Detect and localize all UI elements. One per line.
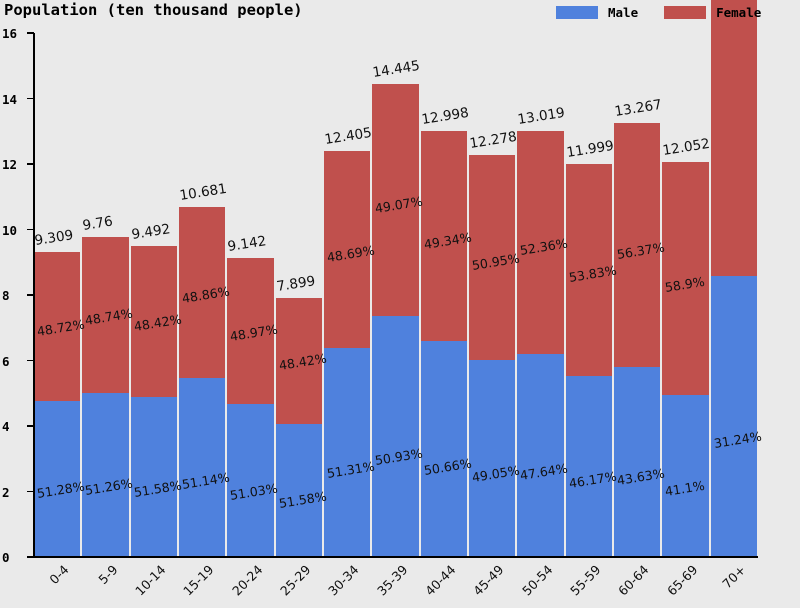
bar-group-40-44[interactable] xyxy=(419,33,468,557)
bar-segment-female-60-64[interactable] xyxy=(613,122,662,368)
y-tick-mark xyxy=(27,556,34,558)
x-tick-label-35-39: 35-39 xyxy=(373,562,411,599)
bar-group-30-34[interactable] xyxy=(323,33,372,557)
bar-group-0-4[interactable] xyxy=(33,33,82,557)
x-tick-label-10-14: 10-14 xyxy=(131,562,169,599)
x-tick-label-15-19: 15-19 xyxy=(180,562,217,599)
bar-group-35-39[interactable] xyxy=(371,33,420,557)
bar-segment-female-15-19[interactable] xyxy=(178,207,227,379)
bar-group-15-19[interactable] xyxy=(178,33,227,557)
bar-segment-male-25-29[interactable] xyxy=(274,423,323,557)
bar-group-45-49[interactable] xyxy=(468,33,517,557)
y-tick-mark xyxy=(27,228,34,231)
bar-segment-male-10-14[interactable] xyxy=(129,396,178,557)
x-tick-label-60-64: 60-64 xyxy=(615,562,652,599)
bar-group-10-14[interactable] xyxy=(129,33,178,557)
y-tick-label: 8 xyxy=(2,288,10,303)
bar-group-65-69[interactable] xyxy=(661,33,710,557)
x-tick-label-40-44: 40-44 xyxy=(421,562,459,599)
legend-male-swatch xyxy=(556,6,598,19)
y-tick-mark xyxy=(27,490,34,493)
bar-segment-female-40-44[interactable] xyxy=(419,131,468,342)
bar-segment-female-70+[interactable] xyxy=(709,0,758,276)
plot-area: 51.28% 48.72% 9.309 51.26% 48.74% 9.76 51.58% 4… xyxy=(33,0,762,557)
y-tick-mark xyxy=(27,359,34,362)
bar-segment-male-35-39[interactable] xyxy=(371,316,420,557)
bar-segment-female-45-49[interactable] xyxy=(468,154,517,360)
y-tick-label: 12 xyxy=(2,157,18,172)
bar-segment-female-50-54[interactable] xyxy=(516,130,565,354)
chart-legend: Male Female xyxy=(556,5,787,20)
legend-female[interactable]: Female xyxy=(664,5,761,20)
y-tick-mark xyxy=(27,97,34,100)
bar-group-25-29[interactable] xyxy=(274,33,323,557)
bar-segment-female-30-34[interactable] xyxy=(323,150,372,349)
x-tick-label-50-54: 50-54 xyxy=(518,562,556,599)
bar-segment-male-70+[interactable] xyxy=(709,275,758,557)
bar-group-55-59[interactable] xyxy=(564,33,613,557)
x-tick-label-70+: 70+ xyxy=(719,562,749,592)
bar-segment-female-20-24[interactable] xyxy=(226,257,275,405)
bar-segment-male-15-19[interactable] xyxy=(178,378,227,557)
x-axis-line xyxy=(33,556,758,558)
y-tick-mark xyxy=(27,294,34,296)
y-tick-label: 0 xyxy=(2,550,10,565)
bar-segment-male-40-44[interactable] xyxy=(419,341,468,557)
y-tick-label: 14 xyxy=(2,91,18,107)
y-tick-mark xyxy=(27,163,34,165)
bar-segment-female-35-39[interactable] xyxy=(371,83,420,317)
x-tick-label-0-4: 0-4 xyxy=(46,562,72,588)
bar-segment-male-20-24[interactable] xyxy=(226,404,275,557)
x-tick-label-5-9: 5-9 xyxy=(94,562,121,588)
x-tick-label-30-34: 30-34 xyxy=(325,562,362,599)
bar-group-60-64[interactable] xyxy=(613,33,662,557)
bar-segment-male-50-54[interactable] xyxy=(516,353,565,557)
legend-female-swatch xyxy=(664,6,707,19)
bar-group-50-54[interactable] xyxy=(516,33,565,557)
chart-title: Population (ten thousand people) xyxy=(4,1,303,19)
bar-segment-female-0-4[interactable] xyxy=(33,252,82,401)
x-tick-label-45-49: 45-49 xyxy=(470,562,507,599)
legend-male-label: Male xyxy=(608,5,639,20)
bar-group-20-24[interactable] xyxy=(226,33,275,557)
bar-group-70+[interactable] xyxy=(709,0,758,557)
x-tick-label-20-24: 20-24 xyxy=(228,562,266,599)
y-tick-mark xyxy=(27,32,34,34)
bar-segment-female-5-9[interactable] xyxy=(81,237,130,394)
y-tick-label: 6 xyxy=(2,353,10,369)
x-tick-label-55-59: 55-59 xyxy=(566,562,604,599)
bar-segment-male-30-34[interactable] xyxy=(323,348,372,557)
y-tick-label: 10 xyxy=(2,222,18,238)
bar-segment-male-55-59[interactable] xyxy=(564,375,613,557)
bar-group-5-9[interactable] xyxy=(81,33,130,557)
bar-segment-female-25-29[interactable] xyxy=(274,298,323,424)
legend-male[interactable]: Male xyxy=(556,5,638,20)
bar-segment-male-45-49[interactable] xyxy=(468,359,517,557)
x-tick-label-25-29: 25-29 xyxy=(276,562,314,599)
bar-segment-female-65-69[interactable] xyxy=(661,162,710,395)
x-tick-label-65-69: 65-69 xyxy=(663,562,701,599)
y-tick-label: 16 xyxy=(2,26,18,41)
bar-segment-female-55-59[interactable] xyxy=(564,164,613,376)
bar-segment-female-10-14[interactable] xyxy=(129,246,178,397)
bar-segment-male-60-64[interactable] xyxy=(613,367,662,557)
legend-female-label: Female xyxy=(716,5,762,20)
bar-segment-male-65-69[interactable] xyxy=(661,394,710,557)
y-tick-label: 2 xyxy=(2,484,10,500)
bar-segment-male-5-9[interactable] xyxy=(81,393,130,557)
y-tick-mark xyxy=(27,425,34,427)
y-tick-label: 4 xyxy=(2,419,10,434)
bar-segment-male-0-4[interactable] xyxy=(33,400,82,557)
